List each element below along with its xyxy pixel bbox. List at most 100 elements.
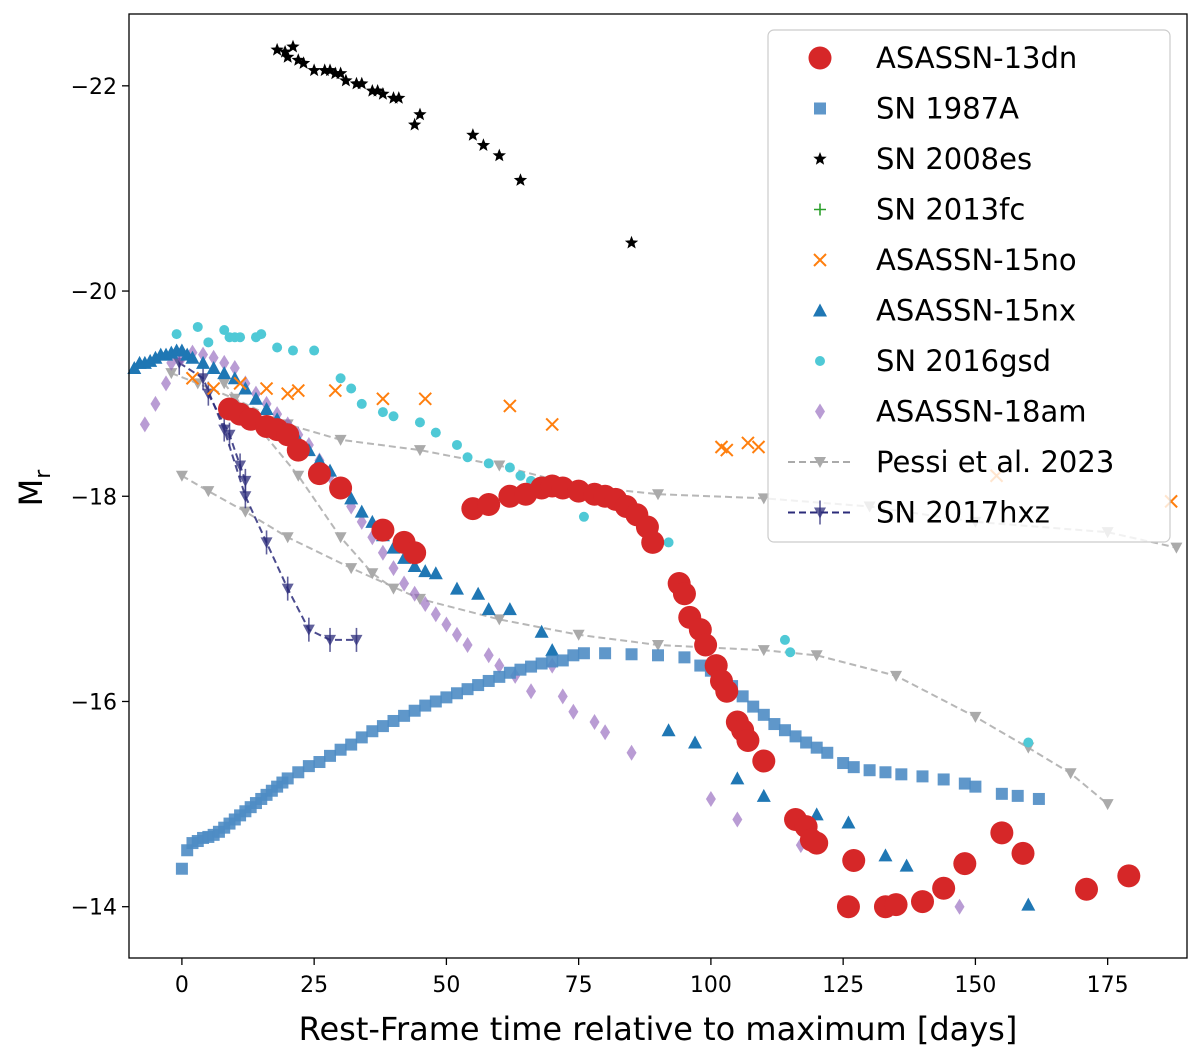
sn-2008es-point bbox=[339, 73, 353, 87]
legend-label-asassn-15nx: ASASSN-15nx bbox=[876, 294, 1076, 328]
asassn-15no-point bbox=[376, 392, 390, 406]
x-axis-ticks: 0 25 50 75 100 125 150 175 bbox=[175, 958, 1129, 998]
sn-1987a-point bbox=[736, 690, 749, 703]
legend-marker-sn-1987a bbox=[814, 102, 826, 115]
asassn-15nx-point bbox=[428, 566, 443, 580]
asassn-18am-point bbox=[409, 585, 420, 602]
asassn-15no-point bbox=[741, 436, 755, 450]
y-axis-label-main: M bbox=[12, 479, 50, 507]
asassn-13dn-point bbox=[836, 895, 860, 919]
asassn-18am-point bbox=[208, 349, 219, 366]
sn-1987a-point bbox=[324, 749, 337, 762]
sn-1987a-point bbox=[1011, 789, 1024, 802]
x-tick-label: 150 bbox=[954, 973, 996, 998]
legend-label-asassn-15no: ASASSN-15no bbox=[876, 243, 1077, 277]
sn-2016gsd-point bbox=[483, 458, 494, 469]
sn-1987a-point bbox=[810, 741, 823, 754]
asassn-18am-point bbox=[161, 375, 172, 392]
asassn-18am-point bbox=[219, 354, 230, 371]
sn-2008es-point bbox=[476, 138, 491, 151]
sn-1987a-point bbox=[535, 657, 548, 670]
y-tick-label: −14 bbox=[71, 896, 117, 921]
data-points bbox=[127, 39, 1178, 919]
legend-label-sn-2017hxz: SN 2017hxz bbox=[876, 496, 1050, 530]
sn-2008es-point bbox=[408, 117, 422, 131]
legend-label-pessi-et-al-2023: Pessi et al. 2023 bbox=[876, 445, 1114, 479]
legend-marker-sn-2008es bbox=[813, 152, 827, 165]
asassn-18am-point bbox=[150, 395, 161, 412]
y-tick-label: −20 bbox=[71, 280, 117, 305]
x-tick-label: 175 bbox=[1087, 973, 1129, 998]
asassn-13dn-point bbox=[694, 633, 718, 657]
asassn-15nx-point bbox=[502, 602, 517, 616]
asassn-13dn-point bbox=[477, 492, 501, 516]
sn-1987a-point bbox=[937, 773, 950, 786]
asassn-18am-point bbox=[420, 596, 431, 612]
sn-1987a-point bbox=[408, 704, 421, 717]
sn-2008es-point bbox=[281, 50, 295, 63]
legend-box bbox=[767, 29, 1171, 543]
x-tick-label: 100 bbox=[690, 973, 732, 998]
sn-2016gsd-point bbox=[578, 511, 589, 522]
asassn-13dn-point bbox=[932, 876, 956, 900]
asassn-15no-point bbox=[280, 386, 295, 401]
asassn-13dn-point bbox=[329, 476, 353, 500]
sn-2016gsd-point bbox=[785, 647, 796, 658]
sn-1987a-point bbox=[546, 655, 559, 668]
sn-2008es-point bbox=[286, 39, 300, 53]
pessi-et-al-2023-point bbox=[387, 583, 400, 595]
asassn-18am-point bbox=[568, 703, 579, 720]
legend-marker-asassn-15nx bbox=[813, 303, 827, 317]
sn-2016gsd-point bbox=[451, 439, 462, 450]
sn-2016gsd-point bbox=[235, 332, 246, 343]
pessi-et-al-2023-point bbox=[810, 650, 823, 662]
sn-1987a-point bbox=[567, 649, 580, 662]
asassn-15nx-point bbox=[899, 858, 914, 872]
asassn-18am-point bbox=[526, 683, 537, 700]
asassn-13dn-point bbox=[1074, 877, 1098, 901]
asassn-18am-point bbox=[483, 647, 494, 664]
pessi-et-al-2023-point bbox=[175, 470, 188, 482]
asassn-13dn-point bbox=[953, 852, 977, 876]
asassn-18am-point bbox=[705, 790, 716, 807]
asassn-13dn-point bbox=[1117, 864, 1141, 888]
x-tick-label: 75 bbox=[565, 973, 593, 998]
sn-1987a-point bbox=[847, 761, 860, 774]
asassn-18am-point bbox=[377, 544, 388, 561]
y-tick-label: −18 bbox=[71, 485, 117, 510]
pessi-et-al-2023-point bbox=[1064, 768, 1077, 780]
asassn-15nx-point bbox=[481, 602, 496, 616]
x-tick-label: 125 bbox=[822, 973, 864, 998]
sn-2016gsd-point bbox=[272, 342, 283, 353]
asassn-18am-point bbox=[356, 513, 367, 530]
legend-label-sn-2013fc: SN 2013fc bbox=[876, 193, 1025, 227]
legend-marker-asassn-15no bbox=[813, 253, 827, 267]
asassn-13dn-point bbox=[307, 462, 331, 486]
asassn-18am-point bbox=[600, 724, 611, 741]
pessi-et-al-2023-point bbox=[165, 368, 178, 380]
asassn-15nx-point bbox=[471, 586, 486, 600]
sn-1987a-point bbox=[313, 756, 326, 769]
pessi-et-al-2023-point bbox=[334, 532, 347, 544]
sn-2016gsd-point bbox=[287, 345, 298, 356]
sn-1987a-point bbox=[599, 647, 612, 660]
sn-1987a-point bbox=[837, 757, 850, 770]
sn-1987a-point bbox=[879, 766, 892, 779]
sn-2016gsd-point bbox=[462, 452, 473, 463]
sn-2016gsd-point bbox=[203, 337, 214, 348]
sn-1987a-point bbox=[503, 666, 516, 679]
asassn-15nx-point bbox=[809, 807, 824, 821]
legend: ASASSN-13dn SN 1987A SN 2008es SN 2013fc ASA… bbox=[767, 29, 1171, 543]
sn-1987a-point bbox=[969, 780, 982, 793]
legend-label-sn-1987a: SN 1987A bbox=[876, 92, 1019, 126]
legend-label-sn-2008es: SN 2008es bbox=[876, 142, 1032, 176]
asassn-18am-point bbox=[557, 688, 568, 705]
sn-1987a-point bbox=[525, 660, 538, 673]
asassn-15nx-point bbox=[259, 402, 274, 416]
pessi-et-al-2023-point bbox=[413, 445, 426, 457]
sn-1987a-point bbox=[387, 714, 400, 727]
pessi-et-al-2023-point bbox=[239, 506, 252, 518]
asassn-15no-point bbox=[259, 381, 274, 396]
sn-2008es-point bbox=[333, 66, 348, 80]
sn-2016gsd-point bbox=[192, 321, 203, 332]
